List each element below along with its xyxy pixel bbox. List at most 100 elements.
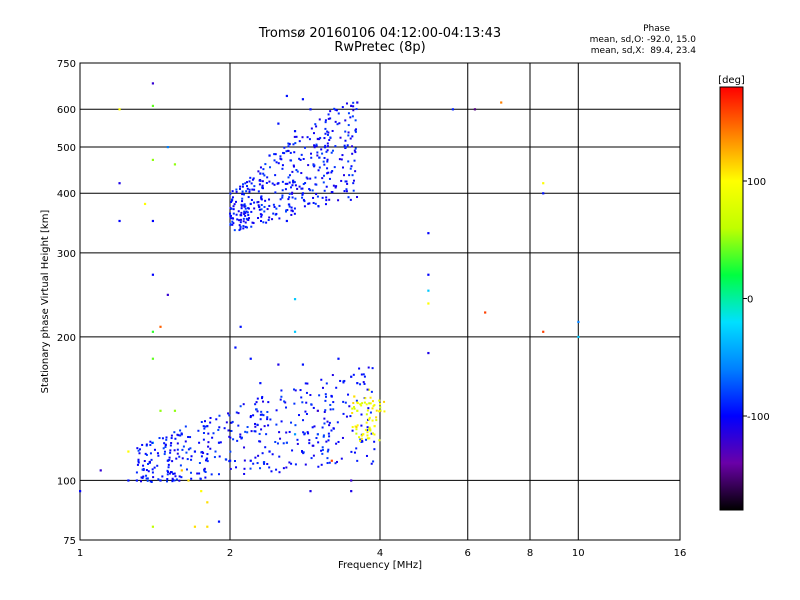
data-point [244, 225, 247, 229]
data-point [184, 440, 187, 443]
y-axis-label: Stationary phase Virtual Height [km] [40, 210, 51, 394]
x-tick-label: 16 [674, 548, 687, 559]
data-point [331, 374, 334, 377]
data-point [200, 451, 203, 454]
data-point [217, 441, 221, 444]
data-point [323, 417, 326, 420]
data-point [356, 196, 359, 199]
data-point [337, 440, 340, 443]
data-point [146, 479, 149, 482]
data-point [366, 434, 369, 437]
data-point [242, 225, 245, 228]
data-point [244, 211, 247, 214]
data-point [243, 472, 246, 475]
data-point [351, 174, 354, 177]
data-point [325, 196, 328, 199]
data-point [316, 154, 319, 157]
data-point [325, 440, 328, 443]
data-point [162, 447, 165, 450]
data-point [293, 330, 297, 333]
data-point [287, 198, 290, 201]
data-point [246, 226, 249, 229]
data-point [284, 401, 287, 404]
data-point [246, 187, 249, 190]
data-point [293, 433, 297, 436]
data-point [235, 466, 238, 469]
data-point [325, 199, 328, 202]
data-point [174, 475, 177, 478]
data-point [308, 202, 311, 205]
data-point [248, 217, 251, 220]
data-point [292, 164, 295, 167]
data-point [359, 403, 362, 406]
data-point [332, 184, 335, 187]
data-point [137, 458, 140, 461]
data-point [245, 210, 248, 213]
data-point [257, 170, 260, 173]
data-point [185, 451, 188, 454]
data-point [249, 357, 252, 360]
data-point [301, 98, 305, 101]
data-point [335, 185, 338, 188]
data-point [309, 189, 312, 192]
data-point [173, 163, 177, 166]
data-point [296, 187, 299, 190]
data-point [320, 463, 323, 466]
data-point [329, 408, 332, 411]
data-point [327, 439, 330, 442]
data-point [344, 146, 347, 149]
data-point [164, 444, 167, 447]
data-point [151, 82, 155, 85]
data-point [298, 140, 301, 143]
data-point [246, 181, 249, 184]
data-point [257, 217, 260, 220]
data-point [250, 430, 253, 433]
data-point [200, 455, 203, 458]
data-point [187, 435, 190, 438]
data-point [207, 445, 210, 448]
data-point [231, 196, 234, 199]
data-point [137, 460, 140, 463]
data-point [138, 452, 141, 455]
data-point [326, 130, 329, 133]
data-point [245, 190, 248, 193]
data-point [301, 136, 304, 139]
data-point [375, 419, 378, 422]
data-point [285, 431, 288, 434]
data-point [292, 179, 295, 182]
data-point [317, 465, 320, 468]
data-point [171, 460, 174, 463]
data-point [354, 147, 357, 150]
data-point [369, 402, 372, 405]
data-point [285, 94, 288, 98]
data-point [361, 402, 364, 405]
data-point [317, 441, 320, 444]
data-point [249, 176, 252, 179]
data-point [170, 434, 173, 437]
data-point [253, 207, 256, 210]
data-point [228, 460, 231, 463]
data-point [268, 154, 271, 157]
data-point [341, 154, 344, 157]
data-point [177, 434, 180, 437]
data-point [308, 138, 311, 141]
data-point [328, 139, 331, 142]
data-point [312, 164, 315, 167]
data-point [345, 188, 348, 191]
data-point [360, 434, 363, 437]
data-point [247, 219, 250, 222]
data-point [260, 220, 263, 223]
data-point [322, 160, 325, 163]
data-point [206, 525, 209, 528]
data-point [184, 425, 187, 428]
data-point [383, 400, 386, 403]
data-point [259, 172, 262, 175]
data-point [145, 444, 148, 447]
data-point [330, 429, 333, 432]
data-point [231, 420, 234, 423]
data-point [355, 426, 358, 429]
data-point [302, 183, 305, 186]
data-point [287, 176, 290, 179]
data-point [277, 162, 280, 165]
data-point [338, 122, 341, 125]
